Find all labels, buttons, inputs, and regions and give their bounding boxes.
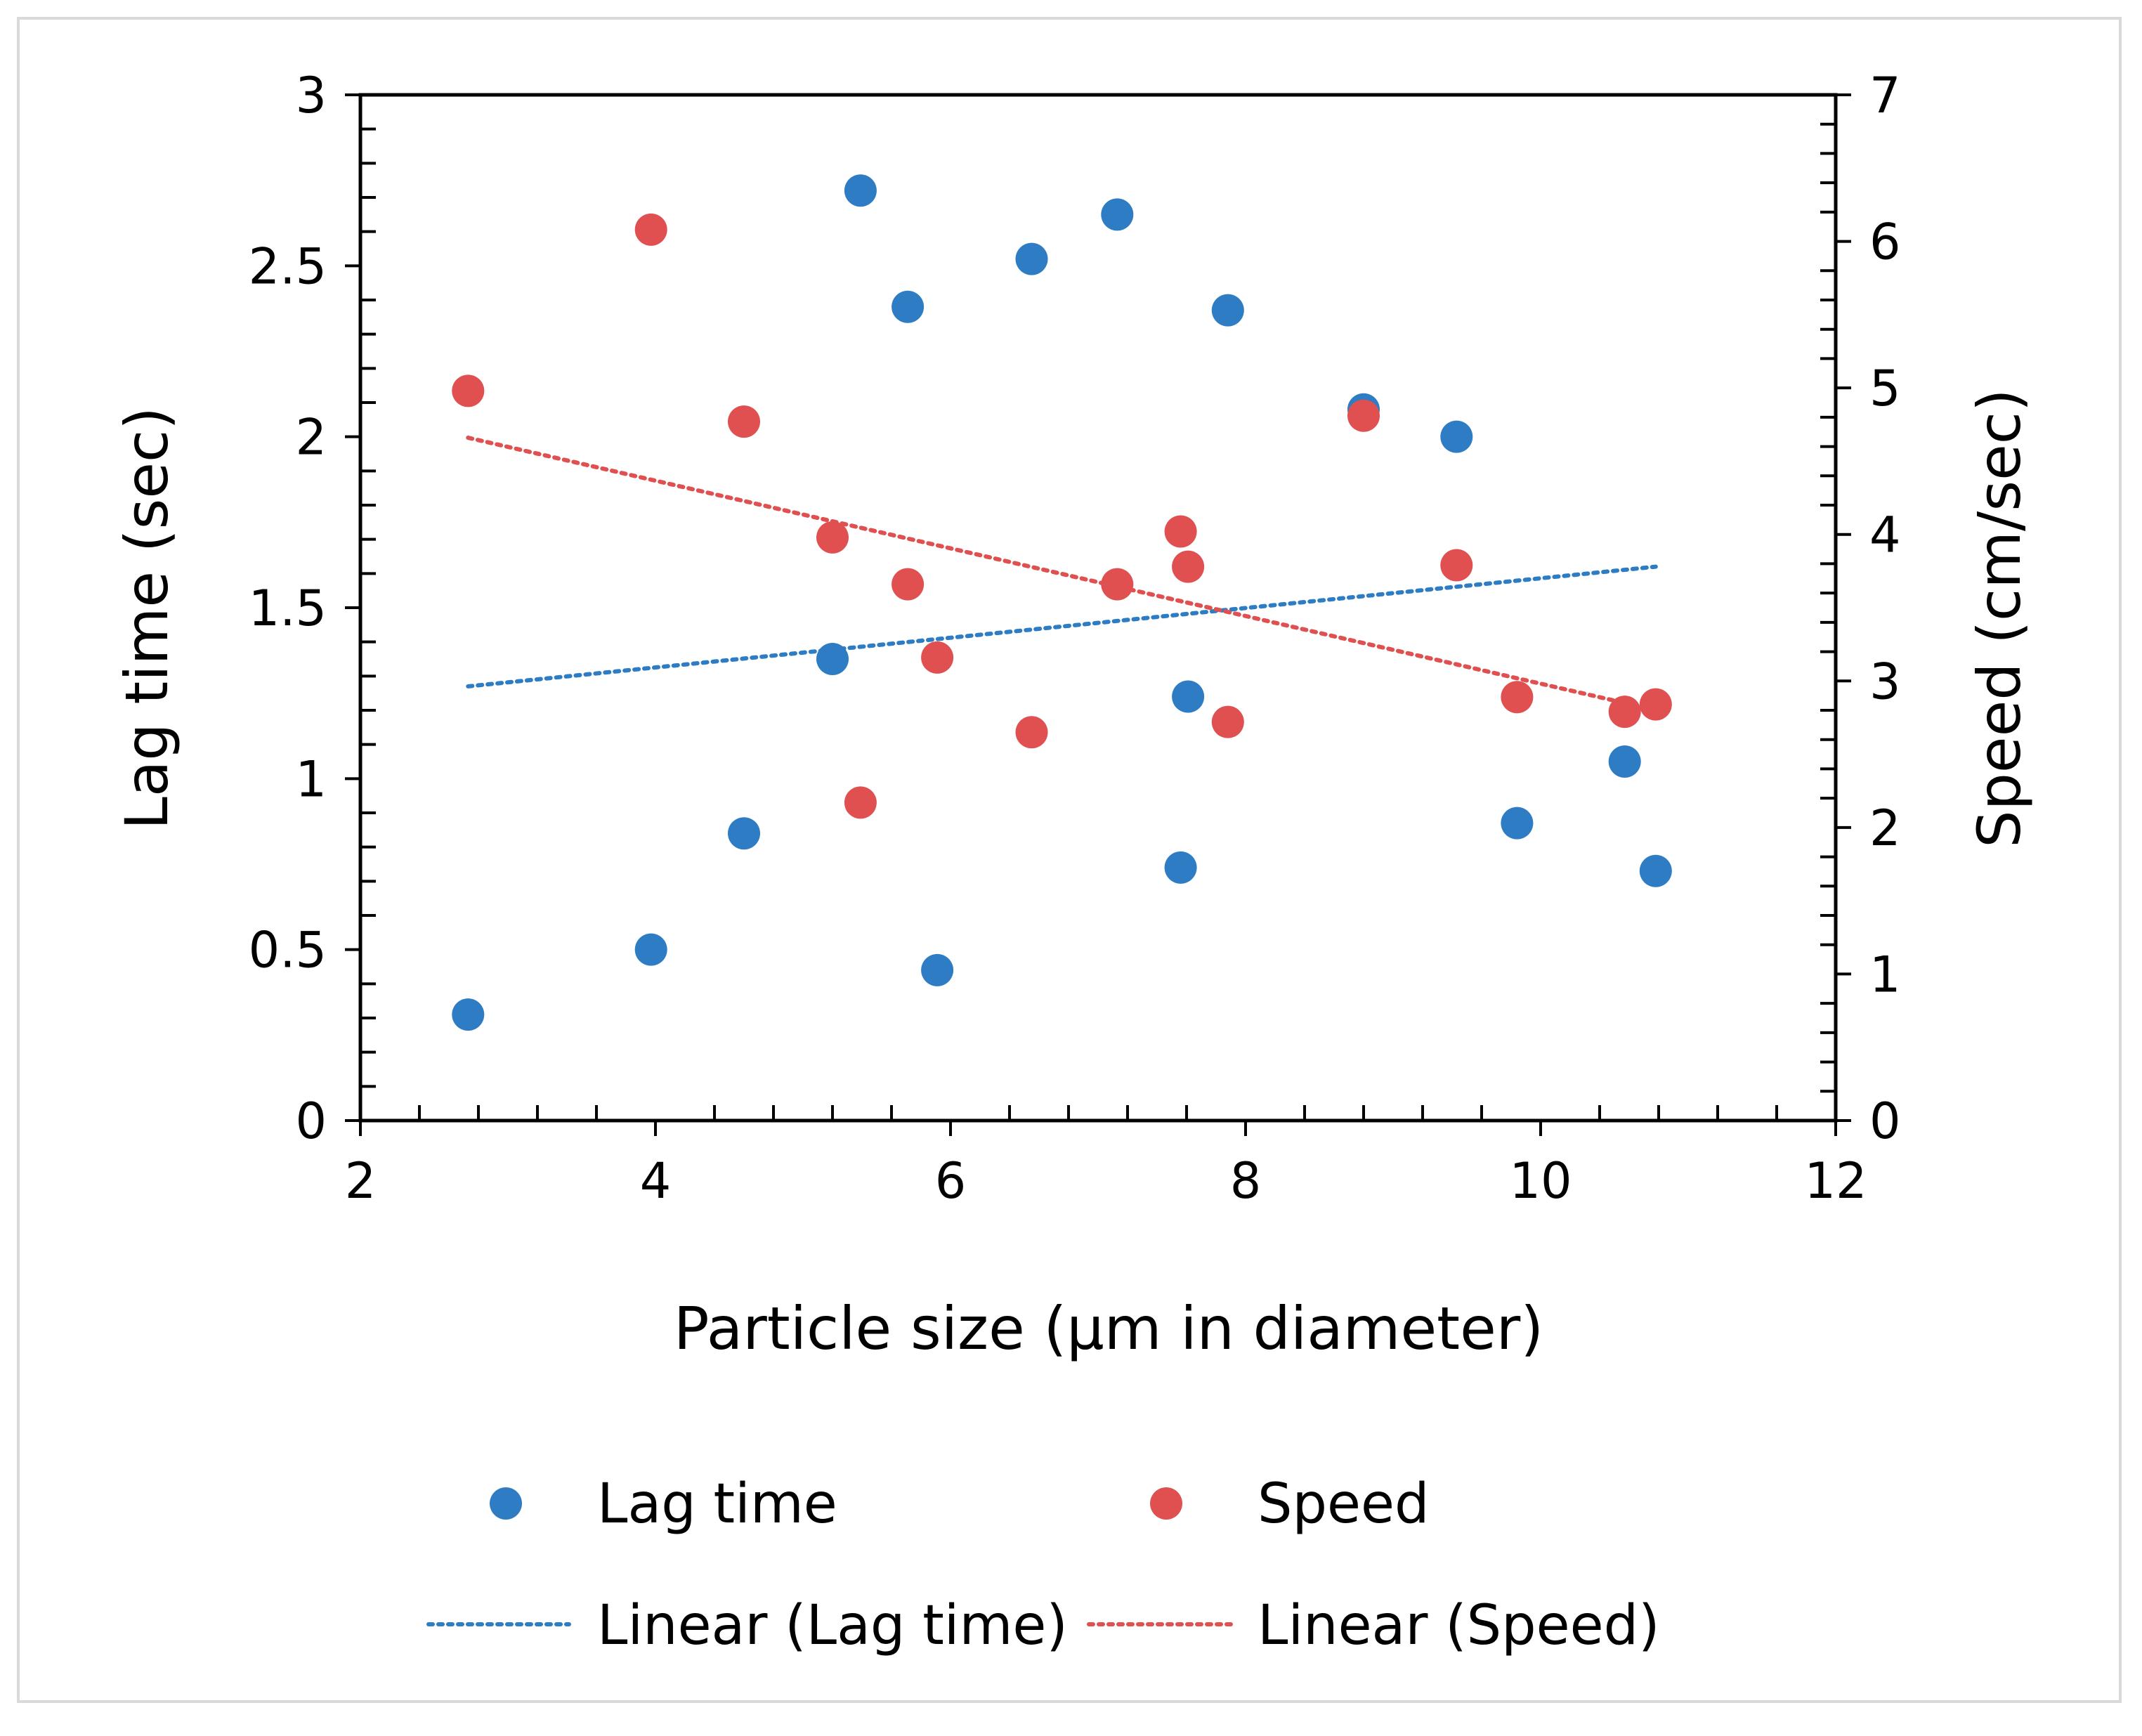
lag-time-point — [1172, 680, 1205, 713]
x-tick-label: 4 — [640, 1152, 672, 1210]
right-tick-label: 5 — [1869, 360, 1901, 417]
right-axis-title: Speed (cm/sec) — [1965, 389, 2034, 848]
left-tick-label: 3 — [295, 67, 327, 124]
x-axis-title: Particle size (µm in diameter) — [674, 1294, 1543, 1363]
left-tick-label: 1.5 — [249, 580, 327, 637]
lag-time-point — [1608, 745, 1641, 778]
speed-point — [816, 521, 849, 554]
left-tick-label: 2 — [295, 409, 327, 466]
lag-time-point — [816, 643, 849, 675]
legend: Lag time Speed Linear (Lag time) Linear (Sp… — [426, 1473, 1660, 1657]
left-tick-label: 2.5 — [249, 237, 327, 295]
x-axis: 2 4 6 8 10 12 — [345, 1105, 1867, 1210]
speed-point — [1101, 568, 1134, 601]
left-tick-label: 1 — [295, 750, 327, 808]
legend-lag-time-marker — [490, 1487, 522, 1520]
right-tick-label: 7 — [1869, 67, 1901, 124]
lag-time-point — [892, 290, 925, 323]
x-tick-label: 6 — [935, 1152, 967, 1210]
legend-lag-time-trend-label: Linear (Lag time) — [597, 1594, 1068, 1657]
legend-speed-trend-label: Linear (Speed) — [1258, 1594, 1660, 1657]
speed-point — [1347, 399, 1380, 432]
trendlines — [466, 436, 1658, 705]
speed-point — [1172, 550, 1205, 583]
right-tick-label: 1 — [1869, 946, 1901, 1003]
left-tick-label: 0 — [295, 1092, 327, 1150]
legend-lag-time-label: Lag time — [597, 1473, 837, 1536]
lag-time-point — [1211, 294, 1244, 327]
speed-point — [1211, 705, 1244, 738]
speed-trendline — [466, 436, 1627, 705]
chart-frame — [17, 17, 2122, 1703]
lag-time-point — [1101, 198, 1134, 231]
left-axis: 0 0.5 1 1.5 2 2.5 3 — [249, 67, 376, 1150]
lag-time-point — [1501, 807, 1534, 840]
speed-point — [921, 641, 954, 674]
legend-speed-label: Speed — [1258, 1473, 1430, 1536]
left-axis-title: Lag time (sec) — [112, 407, 181, 830]
plot-area — [358, 93, 1838, 1123]
speed-point — [1164, 515, 1197, 548]
lag-time-point — [844, 174, 877, 207]
lag-time-point — [1639, 854, 1672, 887]
right-tick-label: 4 — [1869, 507, 1901, 564]
right-tick-label: 2 — [1869, 800, 1901, 857]
lag-time-point — [1440, 420, 1473, 453]
lag-time-point — [1015, 242, 1048, 275]
x-tick-label: 10 — [1509, 1152, 1572, 1210]
speed-point — [1501, 681, 1534, 714]
legend-speed-marker — [1150, 1487, 1182, 1520]
x-tick-label: 8 — [1230, 1152, 1262, 1210]
speed-point — [892, 568, 925, 601]
x-tick-label: 12 — [1804, 1152, 1867, 1210]
right-axis: 0 1 2 3 4 5 6 7 — [1820, 67, 1901, 1150]
speed-point — [1608, 696, 1641, 729]
right-tick-label: 3 — [1869, 653, 1901, 710]
speed-point — [1440, 549, 1473, 582]
speed-point — [634, 213, 667, 246]
lag-time-point — [728, 817, 760, 850]
x-tick-label: 2 — [345, 1152, 377, 1210]
right-tick-label: 6 — [1869, 214, 1901, 271]
lag-time-point — [1164, 851, 1197, 884]
speed-point — [1015, 716, 1048, 749]
speed-point — [452, 374, 485, 407]
speed-point — [728, 405, 760, 438]
data-points — [452, 174, 1672, 1031]
lag-time-point — [452, 998, 485, 1031]
right-tick-label: 0 — [1869, 1092, 1901, 1150]
speed-point — [844, 786, 877, 819]
lag-time-point — [921, 953, 954, 986]
speed-point — [1639, 688, 1672, 721]
lag-time-trendline — [466, 564, 1658, 688]
lag-time-point — [634, 933, 667, 966]
left-tick-label: 0.5 — [249, 922, 327, 979]
plot-border — [358, 93, 1838, 1123]
